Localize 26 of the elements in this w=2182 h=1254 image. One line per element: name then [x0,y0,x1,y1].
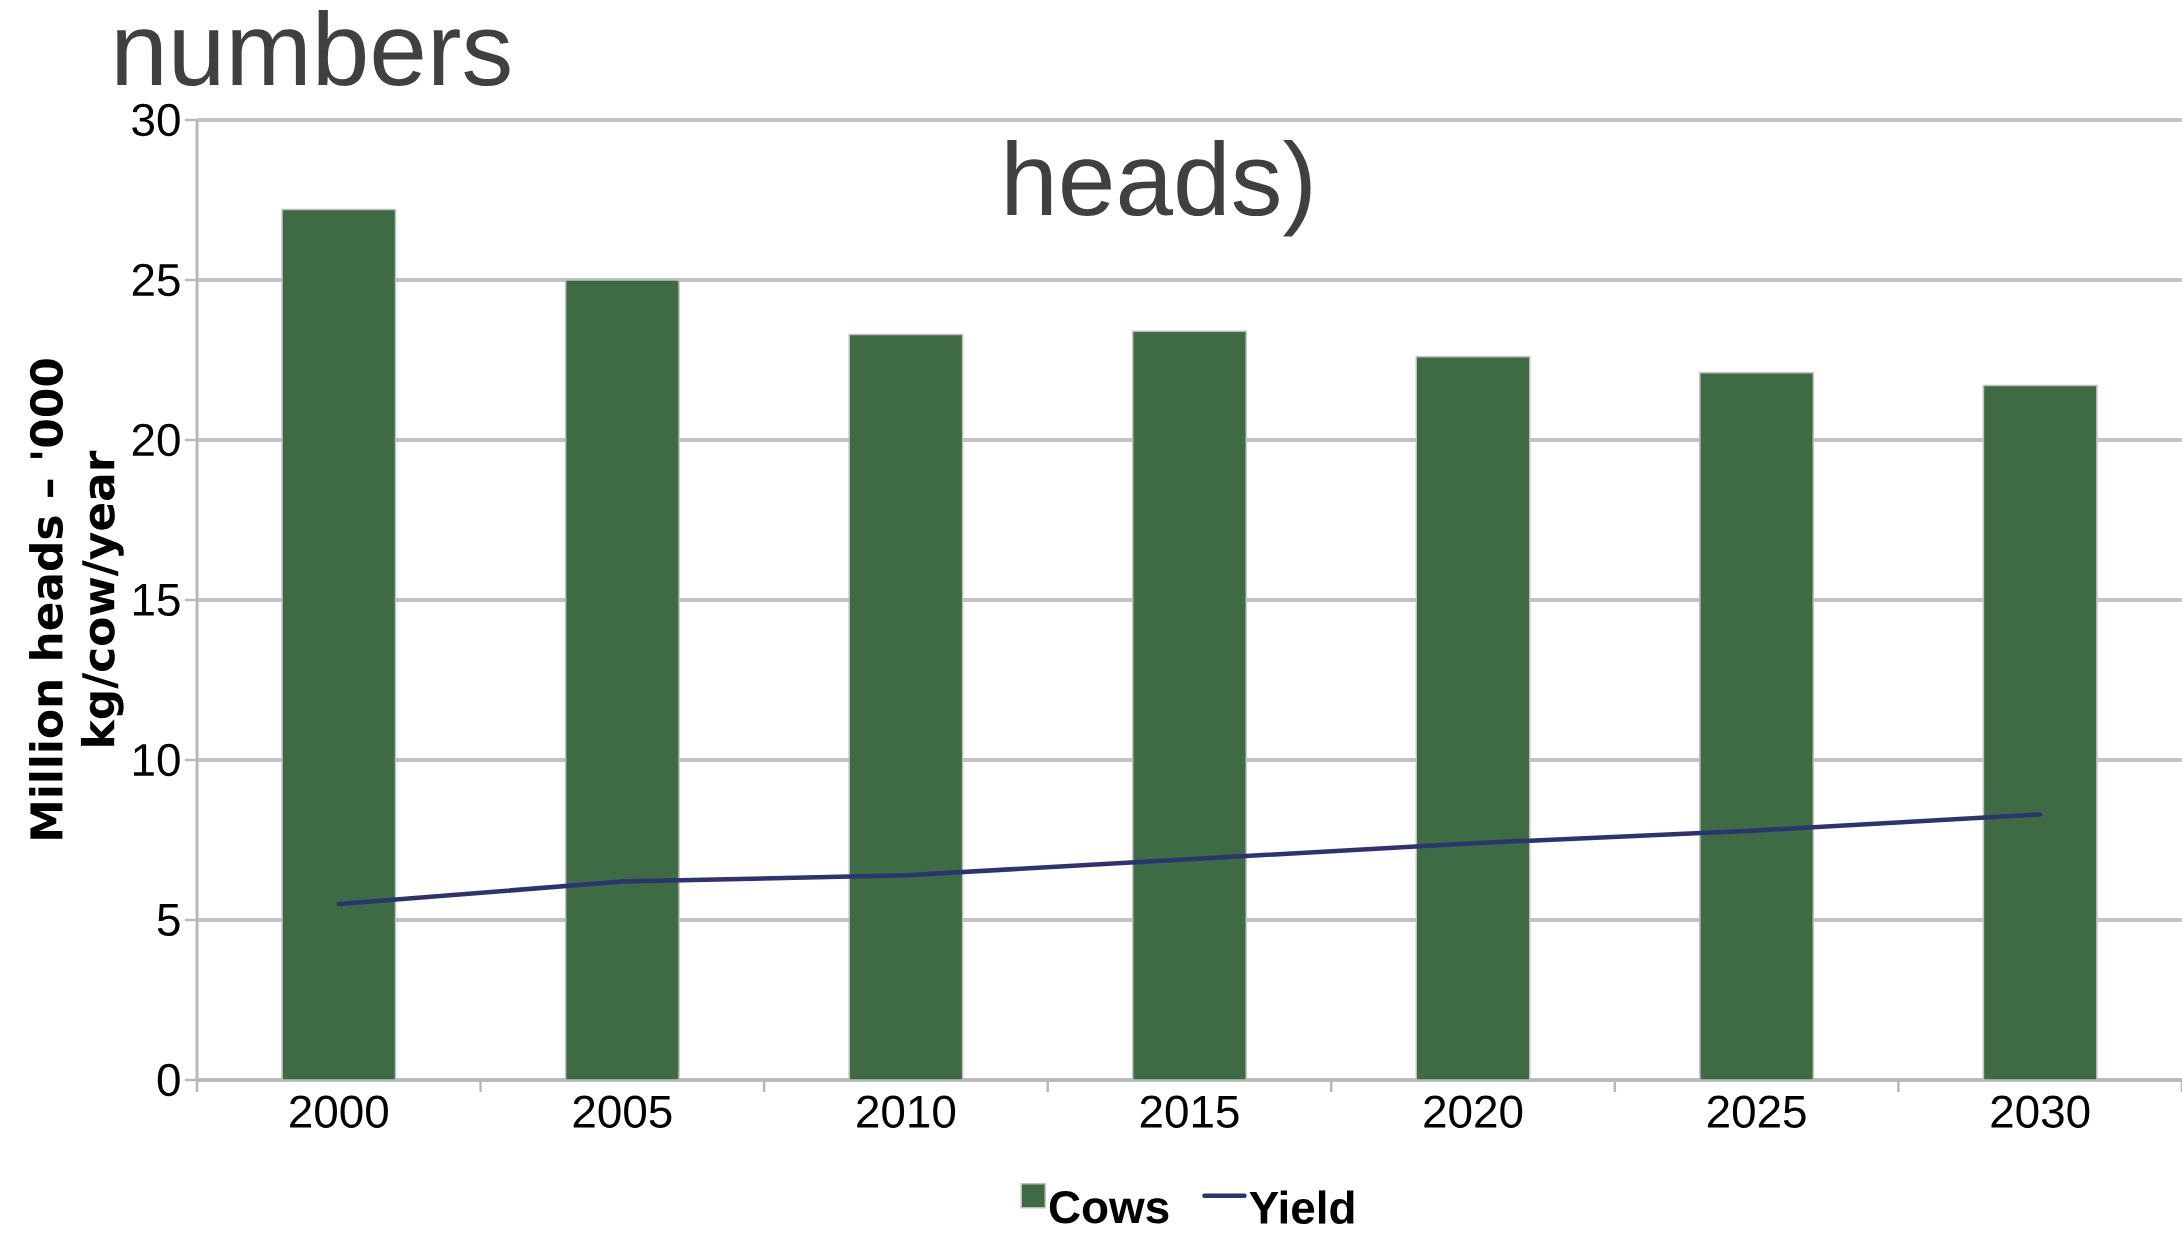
y-axis-title: Million heads – '000 kg/cow/year [29,359,124,839]
y-tick-label: 0 [157,1063,180,1097]
bar [1415,356,1531,1080]
x-tick-label: 2010 [857,1095,956,1128]
y-tick-label: 30 [132,103,180,137]
bar [1982,384,2098,1080]
legend-label: Yield [1249,1190,1354,1225]
y-tick-label: 10 [133,743,180,777]
y-tick-label: 20 [132,423,180,457]
bar [281,208,397,1080]
x-tick-label: 2015 [1140,1095,1239,1128]
bar [564,279,680,1080]
x-tick-label: 2020 [1424,1095,1523,1128]
bar [1132,330,1247,1080]
x-tick-label: 2025 [1707,1095,1806,1128]
y-tick-label: 15 [133,584,180,616]
bar [848,333,964,1080]
y-tick-label: 5 [157,904,180,936]
y-tick-label: 25 [132,263,180,297]
legend-label: Cows [1049,1190,1169,1224]
x-tick-label: 2030 [1991,1095,2090,1128]
x-tick-label: 2005 [573,1095,672,1128]
x-tick-label: 2000 [290,1095,388,1128]
annotation: heads) [1007,139,1311,237]
text: numbers [117,9,510,86]
bar [1699,372,1815,1080]
